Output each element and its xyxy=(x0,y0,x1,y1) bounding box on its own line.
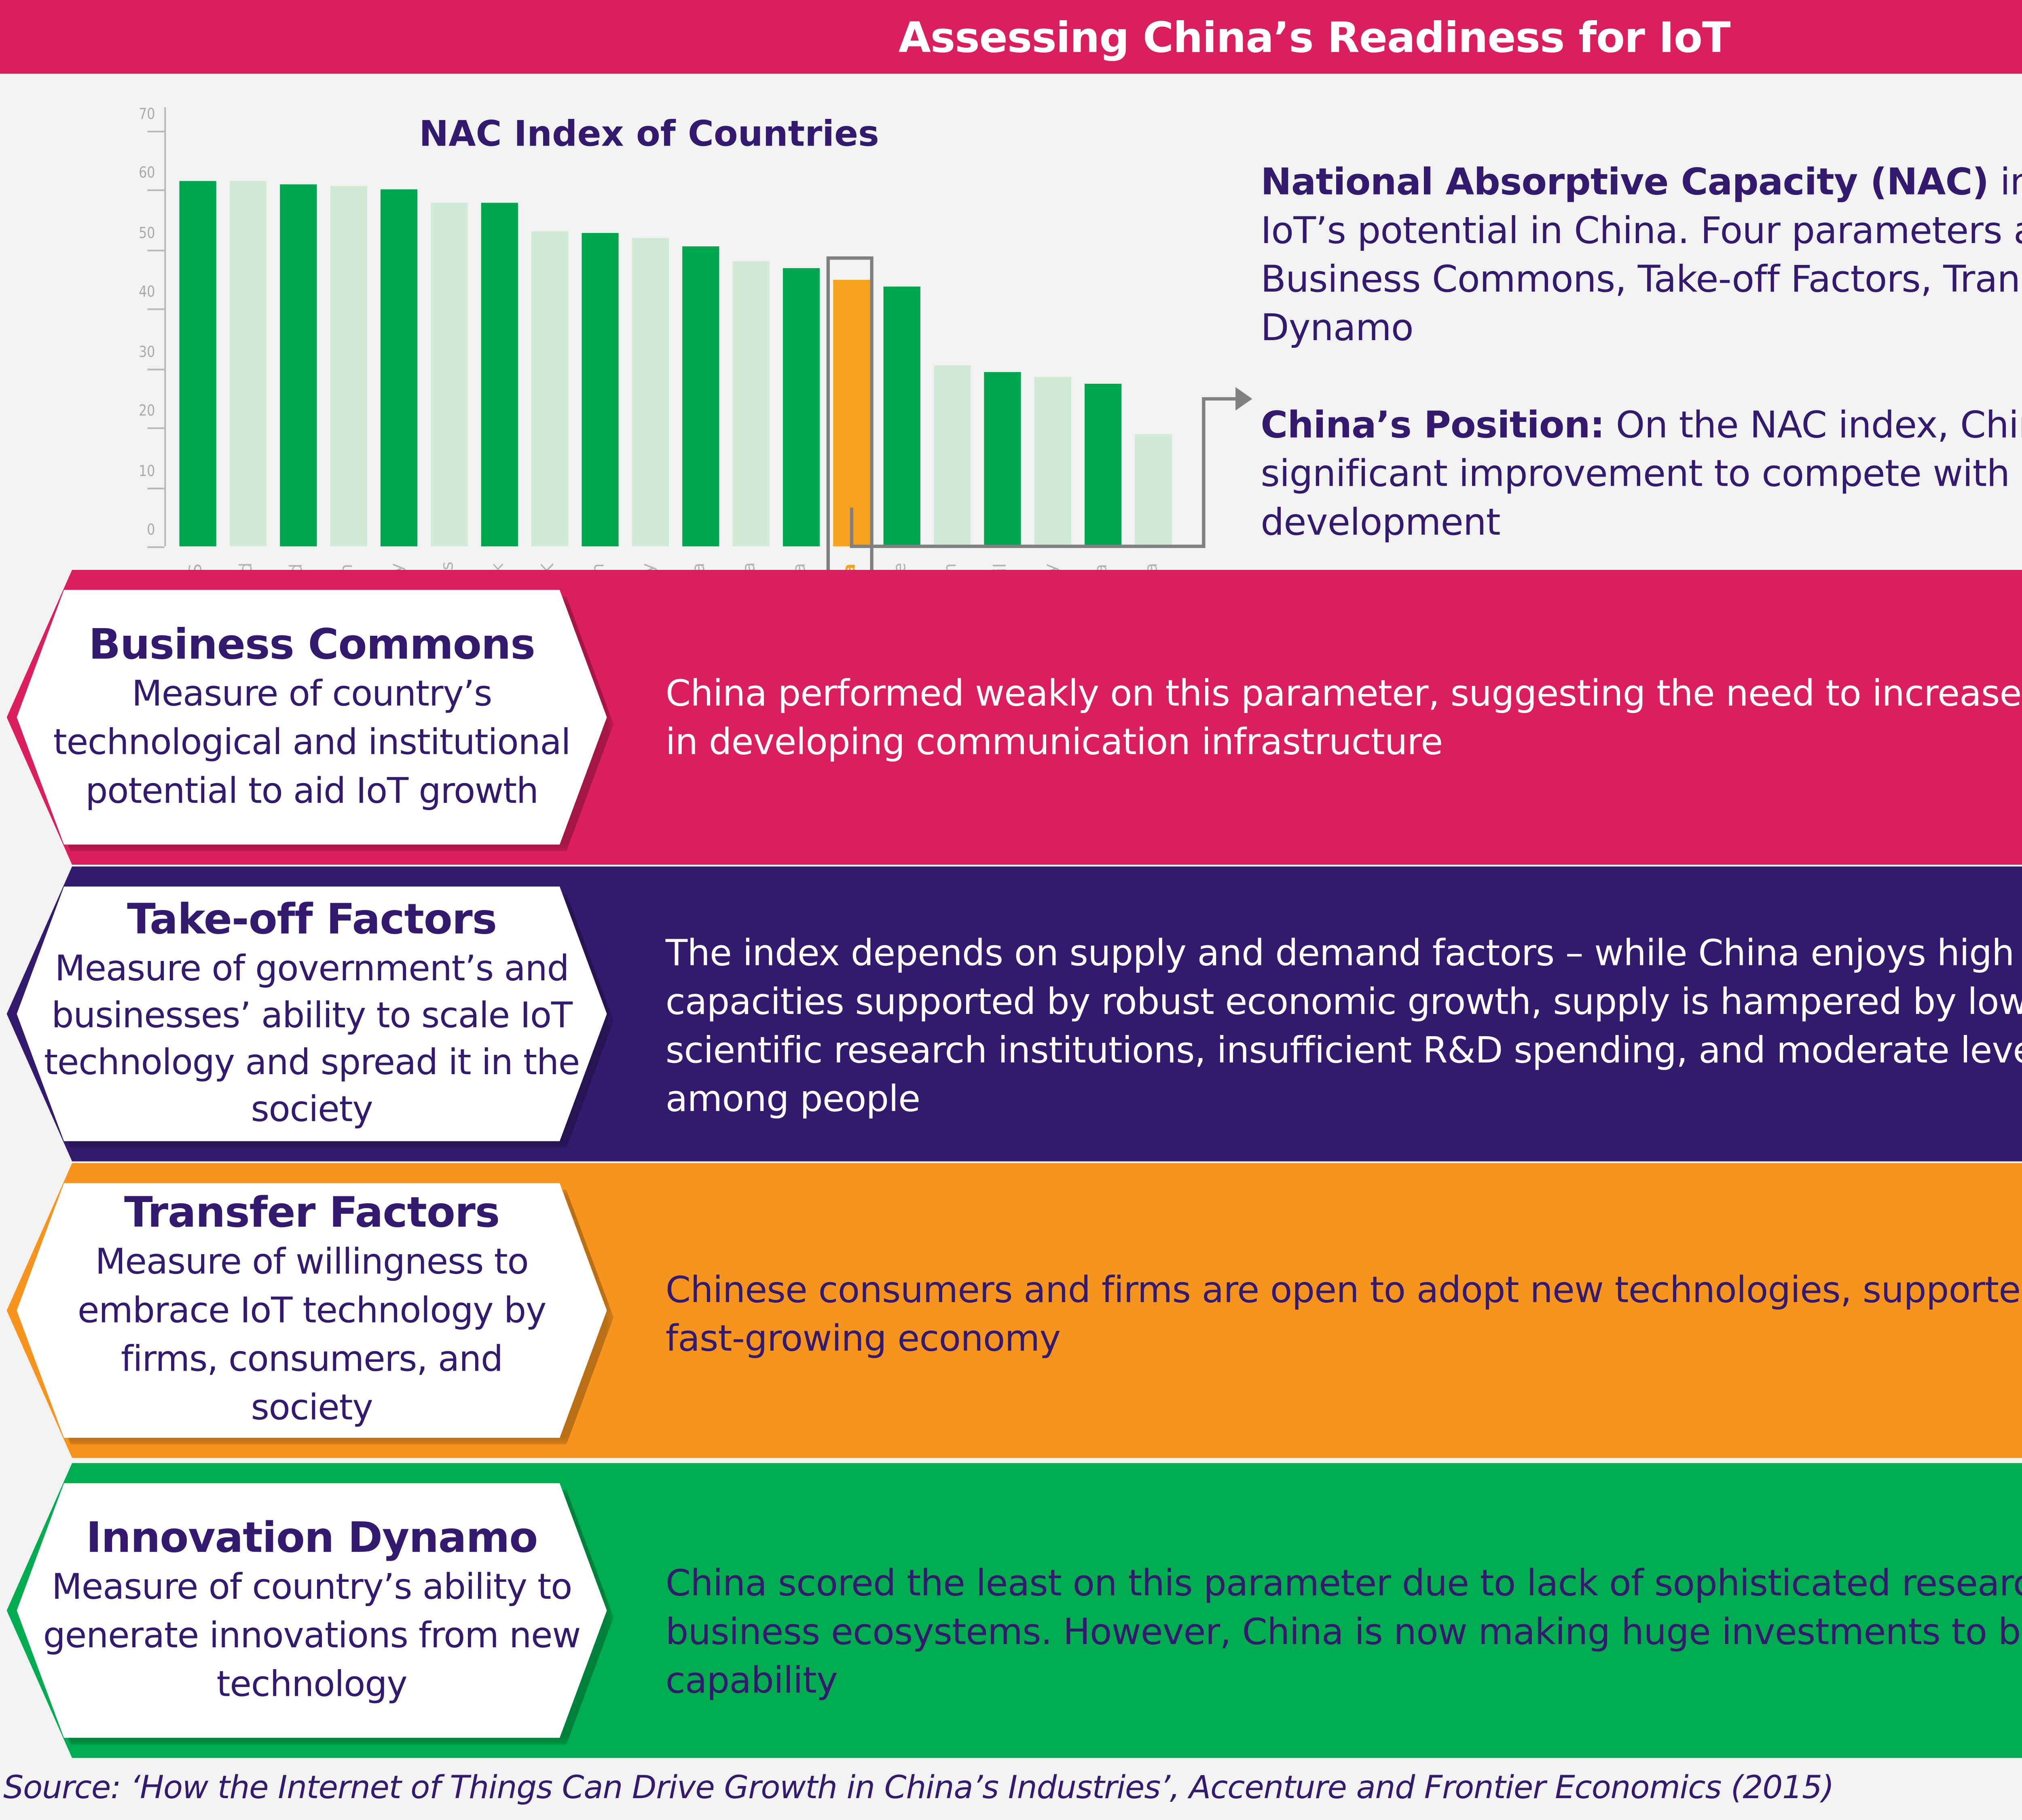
china-position-text: China’s Position: On the NAC index, Chin… xyxy=(1261,402,2022,548)
row-take-off-factors: Take-off Factors Measure of government’s… xyxy=(0,866,2022,1162)
chart-title: NAC Index of Countries xyxy=(419,114,879,154)
bar-south-korea xyxy=(732,261,770,546)
bar-switzerland xyxy=(229,181,267,546)
y-tick-label: 30 xyxy=(139,345,155,362)
page-title: Assessing China’s Readiness for IoT xyxy=(898,13,1731,61)
intro-bold: National Absorptive Capacity (NAC) xyxy=(1261,162,1989,205)
bars xyxy=(178,101,1183,546)
arrow-right-icon xyxy=(1235,387,1252,411)
parameter-description: Chinese consumers and firms are open to … xyxy=(665,1270,2022,1361)
parameter-description: The index depends on supply and demand f… xyxy=(665,933,2022,1122)
y-tick xyxy=(147,546,165,548)
y-tick xyxy=(147,368,165,370)
bar-russia xyxy=(1135,433,1172,546)
parameter-title: Business Commons xyxy=(89,619,535,668)
bar-brazil xyxy=(984,371,1021,546)
parameter-hexagon: Business Commons Measure of country’s te… xyxy=(17,590,607,845)
connector-line xyxy=(1202,397,1206,548)
source-citation: Source: ‘How the Internet of Things Can … xyxy=(3,1769,1834,1807)
parameter-title: Innovation Dynamo xyxy=(86,1512,538,1561)
page-title-banner: Assessing China’s Readiness for IoT xyxy=(0,0,2022,74)
parameter-subtitle: Measure of government’s and businesses’ … xyxy=(44,948,580,1130)
y-tick xyxy=(147,190,165,192)
connector-line xyxy=(850,544,1206,548)
y-tick-label: 0 xyxy=(147,523,155,540)
position-bold: China’s Position: xyxy=(1261,405,1605,448)
bar-finland xyxy=(280,184,317,546)
parameter-subtitle: Measure of country’s ability to generate… xyxy=(43,1566,581,1704)
bar-uk xyxy=(531,231,569,546)
bar-spain xyxy=(933,365,971,546)
bar-denmark xyxy=(481,202,518,546)
y-tick-label: 10 xyxy=(139,463,155,480)
parameter-hexagon: Transfer Factors Measure of willingness … xyxy=(17,1183,607,1438)
y-tick xyxy=(147,487,165,489)
bar-france xyxy=(883,286,920,546)
bar-canada xyxy=(783,267,820,546)
parameter-title: Take-off Factors xyxy=(127,895,497,944)
parameter-hexagon: Innovation Dynamo Measure of country’s a… xyxy=(17,1483,607,1738)
parameter-hexagon: Take-off Factors Measure of government’s… xyxy=(17,886,607,1141)
parameter-description: China performed weakly on this parameter… xyxy=(665,673,2022,764)
y-tick xyxy=(147,131,165,133)
intro-body: index has been used to identify IoT’s po… xyxy=(1261,162,2022,351)
parameter-subtitle: Measure of willingness to embrace IoT te… xyxy=(77,1242,547,1428)
y-tick-label: 40 xyxy=(139,285,155,303)
position-body: On the NAC index, China ranks 14 xyxy=(1616,405,2022,448)
bar-australia xyxy=(682,246,719,546)
bar-netherlands xyxy=(431,202,468,546)
connector-line xyxy=(1202,397,1239,401)
bar-india xyxy=(1085,383,1122,546)
y-tick-label: 60 xyxy=(139,166,155,184)
row-business-commons: Business Commons Measure of country’s te… xyxy=(0,569,2022,865)
y-tick xyxy=(147,427,165,430)
y-tick-label: 20 xyxy=(139,404,155,421)
connector-line xyxy=(850,508,854,548)
y-tick xyxy=(147,309,165,311)
bar-norway xyxy=(381,190,418,546)
bar-china xyxy=(833,279,870,546)
parameter-subtitle: Measure of country’s technological and i… xyxy=(53,673,571,811)
bar-sweden xyxy=(330,185,367,546)
bar-us xyxy=(179,181,216,546)
y-axis xyxy=(164,107,166,546)
row-innovation-dynamo: Innovation Dynamo Measure of country’s a… xyxy=(0,1463,2022,1758)
y-tick-label: 50 xyxy=(139,226,155,243)
position-body-cont: , leaving room for significant improveme… xyxy=(1261,454,2022,545)
bar-germany xyxy=(632,239,669,546)
bar-japan xyxy=(582,233,619,546)
row-transfer-factors: Transfer Factors Measure of willingness … xyxy=(0,1163,2022,1458)
parameter-description: China scored the least on this parameter… xyxy=(665,1563,2022,1703)
bar-italy xyxy=(1034,377,1071,546)
parameter-title: Transfer Factors xyxy=(124,1188,500,1237)
nac-intro-text: National Absorptive Capacity (NAC) index… xyxy=(1261,159,2022,354)
y-tick-label: 70 xyxy=(139,107,155,124)
y-tick xyxy=(147,249,165,251)
